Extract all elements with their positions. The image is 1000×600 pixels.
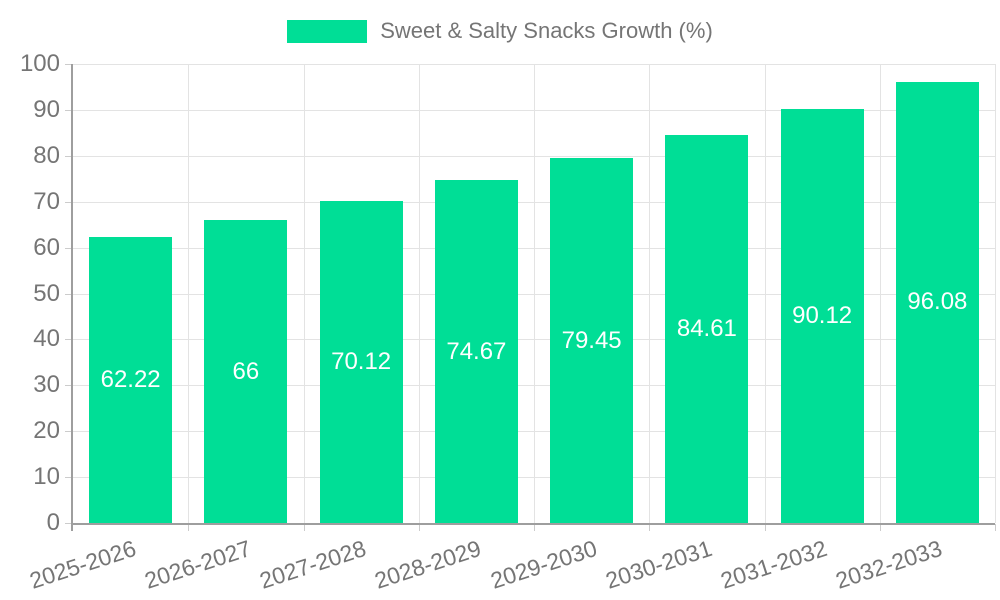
x-axis-tick-label: 2029-2030 (487, 535, 600, 594)
x-axis-tick-label: 2028-2029 (371, 535, 485, 594)
y-axis-tick-label: 100 (19, 50, 60, 77)
bar-value-label: 90.12 (792, 302, 853, 330)
legend[interactable]: Sweet & Salty Snacks Growth (%) (0, 18, 1000, 44)
x-gridline (534, 64, 535, 523)
bar-2031-2032: 90.12 (780, 109, 864, 523)
y-axis-tick-label: 40 (33, 325, 60, 352)
x-tick-mark (534, 524, 535, 531)
y-tick-mark (65, 202, 72, 203)
x-tick-mark (304, 524, 305, 531)
y-tick-mark (65, 156, 72, 157)
bar-2025-2026: 62.22 (89, 237, 173, 523)
bar-value-label: 84.61 (676, 314, 737, 342)
bar-2030-2031: 84.61 (665, 134, 749, 523)
x-tick-mark (188, 524, 189, 531)
y-tick-mark (65, 431, 72, 432)
y-tick-mark (65, 385, 72, 386)
x-tick-mark (419, 524, 420, 531)
x-axis-tick-label: 2032-2033 (832, 535, 946, 594)
bar-value-label: 74.67 (446, 337, 507, 365)
x-gridline (188, 64, 189, 523)
bar-2029-2030: 79.45 (550, 158, 634, 523)
y-axis-tick-label: 50 (33, 280, 60, 307)
y-axis-tick-label: 60 (33, 234, 60, 261)
y-axis-tick-label: 0 (46, 509, 60, 536)
y-tick-mark (65, 339, 72, 340)
x-gridline (304, 64, 305, 523)
legend-swatch (287, 19, 368, 43)
y-axis-tick-label: 80 (33, 142, 60, 169)
x-axis-tick-label: 2025-2026 (26, 535, 139, 594)
x-tick-mark (765, 524, 766, 531)
x-tick-mark (880, 524, 881, 531)
y-tick-mark (65, 294, 72, 295)
y-axis-tick-label: 90 (33, 96, 60, 123)
x-axis-tick-label: 2026-2027 (141, 535, 254, 594)
legend-label: Sweet & Salty Snacks Growth (%) (380, 18, 713, 43)
bar-2032-2033: 96.08 (895, 81, 979, 523)
x-gridline (995, 64, 996, 523)
x-axis-tick-label: 2030-2031 (602, 535, 715, 594)
x-gridline (765, 64, 766, 523)
y-tick-mark (65, 64, 72, 65)
x-axis-tick-label: 2031-2032 (717, 535, 831, 594)
y-axis-tick-label: 10 (33, 463, 60, 490)
x-gridline (419, 64, 420, 523)
y-tick-mark (65, 110, 72, 111)
y-axis-tick-label: 70 (33, 188, 60, 215)
bar-2028-2029: 74.67 (434, 180, 518, 523)
y-tick-mark (65, 523, 72, 524)
y-axis-tick-label: 20 (33, 417, 60, 444)
bar-value-label: 70.12 (331, 348, 392, 376)
x-axis-line (71, 523, 995, 525)
bar-value-label: 66 (232, 357, 260, 385)
x-gridline (649, 64, 650, 523)
x-gridline (880, 64, 881, 523)
x-axis-tick-label: 2027-2028 (256, 535, 370, 594)
y-axis-tick-label: 30 (33, 371, 60, 398)
x-tick-mark (649, 524, 650, 531)
x-tick-mark (995, 524, 996, 531)
y-axis-line (71, 64, 73, 531)
y-tick-mark (65, 477, 72, 478)
y-tick-mark (65, 248, 72, 249)
bar-2027-2028: 70.12 (319, 201, 403, 523)
bar-2026-2027: 66 (204, 220, 288, 523)
bar-value-label: 62.22 (100, 366, 161, 394)
bar-value-label: 79.45 (561, 326, 622, 354)
bar-value-label: 96.08 (907, 288, 968, 316)
